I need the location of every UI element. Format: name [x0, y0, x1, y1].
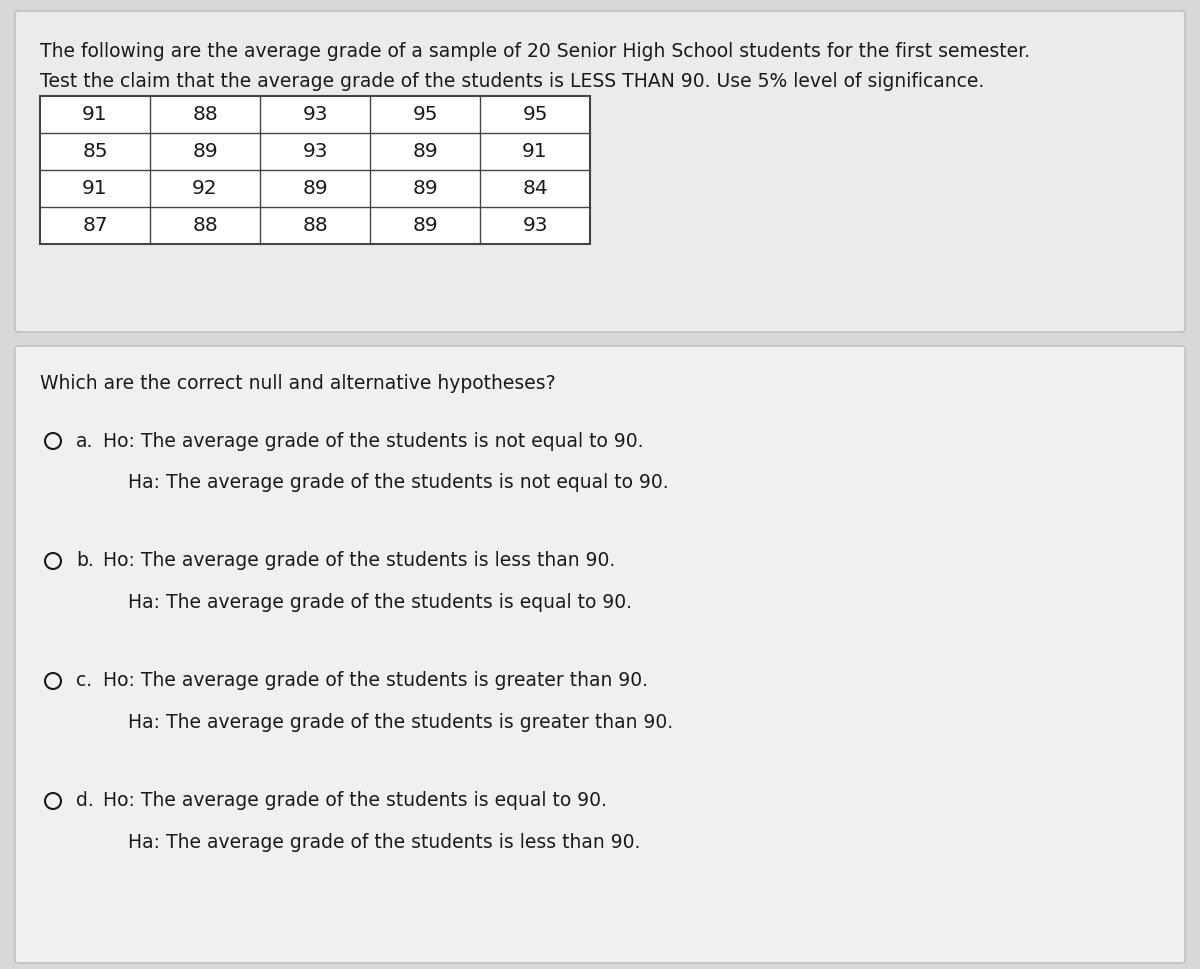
FancyBboxPatch shape	[14, 346, 1186, 963]
Text: Test the claim that the average grade of the students is LESS THAN 90. Use 5% le: Test the claim that the average grade of…	[40, 72, 984, 91]
Text: Ho: The average grade of the students is less than 90.: Ho: The average grade of the students is…	[103, 551, 616, 571]
Text: 88: 88	[192, 105, 218, 124]
Text: 88: 88	[302, 216, 328, 235]
Text: 87: 87	[82, 216, 108, 235]
Text: Which are the correct null and alternative hypotheses?: Which are the correct null and alternati…	[40, 374, 556, 393]
Text: 88: 88	[192, 216, 218, 235]
FancyBboxPatch shape	[14, 11, 1186, 332]
Text: 95: 95	[413, 105, 438, 124]
Text: 89: 89	[412, 142, 438, 161]
Text: b.: b.	[76, 551, 94, 571]
Text: a.: a.	[76, 431, 94, 451]
Text: 95: 95	[522, 105, 547, 124]
Text: 84: 84	[522, 179, 548, 198]
Text: Ho: The average grade of the students is not equal to 90.: Ho: The average grade of the students is…	[103, 431, 643, 451]
Text: 91: 91	[82, 179, 108, 198]
Text: The following are the average grade of a sample of 20 Senior High School student: The following are the average grade of a…	[40, 42, 1030, 61]
Text: Ho: The average grade of the students is greater than 90.: Ho: The average grade of the students is…	[103, 672, 648, 691]
Bar	[40, 96, 590, 244]
Text: c.: c.	[76, 672, 92, 691]
Text: d.: d.	[76, 792, 94, 810]
Text: 93: 93	[302, 142, 328, 161]
Text: 89: 89	[302, 179, 328, 198]
Text: 92: 92	[192, 179, 218, 198]
Text: Ho: The average grade of the students is equal to 90.: Ho: The average grade of the students is…	[103, 792, 607, 810]
Text: Ha: The average grade of the students is not equal to 90.: Ha: The average grade of the students is…	[128, 473, 668, 491]
Text: 89: 89	[192, 142, 218, 161]
Text: 89: 89	[412, 179, 438, 198]
Text: Ha: The average grade of the students is greater than 90.: Ha: The average grade of the students is…	[128, 712, 673, 732]
Text: 89: 89	[412, 216, 438, 235]
Text: 93: 93	[302, 105, 328, 124]
Text: Ha: The average grade of the students is less than 90.: Ha: The average grade of the students is…	[128, 832, 641, 852]
Text: Ha: The average grade of the students is equal to 90.: Ha: The average grade of the students is…	[128, 592, 632, 611]
Text: 93: 93	[522, 216, 547, 235]
Text: 91: 91	[522, 142, 548, 161]
Text: 91: 91	[82, 105, 108, 124]
Text: 85: 85	[82, 142, 108, 161]
